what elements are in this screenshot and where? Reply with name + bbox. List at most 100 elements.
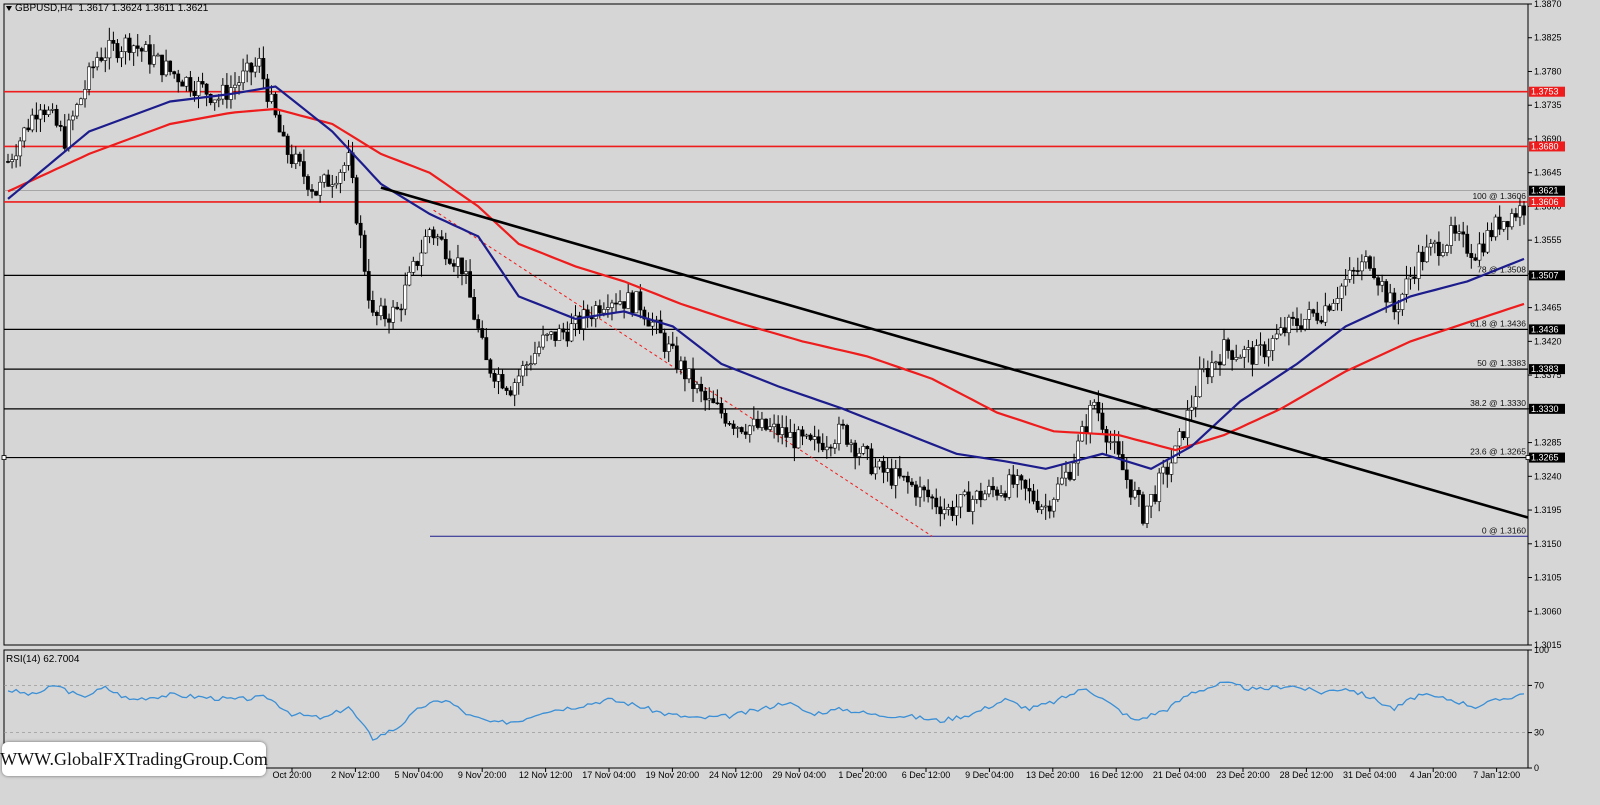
- candle-body: [314, 191, 318, 196]
- candle-body: [196, 81, 201, 96]
- candle-body: [784, 427, 789, 438]
- candle-body: [715, 402, 720, 405]
- candle-body: [1465, 233, 1470, 254]
- candle-body: [277, 114, 282, 133]
- candle-body: [79, 98, 83, 105]
- candle-body: [768, 426, 772, 430]
- candle-body: [699, 383, 704, 392]
- y-tick-label: 1.3645: [1534, 168, 1562, 178]
- candle-body: [1064, 471, 1068, 479]
- candle-body: [1473, 257, 1478, 261]
- candle-body: [683, 360, 687, 380]
- price-panel-frame: [3, 3, 1529, 646]
- candle-body: [606, 307, 610, 310]
- candle-body: [1226, 339, 1230, 351]
- candle-body: [1441, 252, 1445, 257]
- candle-body: [1384, 281, 1389, 303]
- candle-body: [1469, 253, 1474, 258]
- current-price-label: 1.3621: [1531, 186, 1559, 196]
- candle-body: [58, 125, 63, 127]
- candle-body: [1230, 350, 1235, 360]
- candle-body: [1137, 489, 1141, 495]
- price-tag-label: 1.3265: [1531, 453, 1559, 463]
- candle-body: [1031, 490, 1036, 502]
- candle-body: [216, 98, 221, 101]
- candle-body: [962, 491, 967, 496]
- candle-body: [1343, 279, 1348, 287]
- candle-body: [516, 375, 521, 383]
- candle-body: [666, 343, 671, 352]
- candle-body: [306, 176, 310, 190]
- candle-body: [87, 66, 91, 90]
- candle-body: [804, 434, 809, 437]
- candle-body: [204, 83, 209, 95]
- candle-body: [297, 153, 302, 162]
- candle-body: [1177, 431, 1182, 447]
- candle-body: [650, 321, 655, 327]
- candle-body: [1076, 440, 1081, 464]
- candle-body: [1047, 505, 1052, 512]
- candle-body: [914, 484, 918, 498]
- candle-body: [1518, 205, 1522, 218]
- candle-body: [1291, 316, 1295, 319]
- candle-body: [293, 153, 298, 164]
- candle-body: [1193, 396, 1198, 408]
- candle-body: [897, 468, 902, 477]
- ma-fast-line: [7, 85, 1525, 470]
- x-tick-label: 9 Dec 04:00: [965, 770, 1014, 780]
- candle-body: [1522, 205, 1526, 216]
- price-tag-box: [1529, 86, 1565, 97]
- watermark: WWW.GlobalFXTradingGroup.Com: [0, 742, 268, 776]
- candle-body: [200, 81, 205, 85]
- candle-body: [346, 152, 351, 166]
- candle-body: [1161, 466, 1166, 474]
- price-tag-box: [1529, 324, 1565, 335]
- x-tick-label: 6 Dec 12:00: [902, 770, 951, 780]
- candle-body: [1181, 431, 1186, 439]
- candle-body: [796, 429, 801, 449]
- candle-body: [1428, 243, 1433, 248]
- candle-body: [310, 189, 314, 192]
- candle-body: [1165, 466, 1170, 475]
- x-tick-label: 24 Nov 12:00: [709, 770, 763, 780]
- candle-body: [703, 390, 708, 401]
- candle-body: [1274, 333, 1279, 339]
- candle-body: [439, 236, 444, 240]
- candle-body: [1222, 339, 1226, 366]
- candle-body: [662, 332, 667, 352]
- candle-body: [472, 297, 477, 320]
- price-tag-label: 1.3383: [1531, 364, 1559, 374]
- rsi-header: RSI(14) 62.7004: [6, 654, 80, 665]
- trendline[interactable]: [380, 186, 1529, 519]
- candle-body: [792, 432, 797, 449]
- candle-body: [334, 182, 339, 186]
- candle-body: [1453, 225, 1457, 234]
- candle-body: [431, 229, 436, 239]
- candle-body: [841, 423, 845, 426]
- candle-body: [1359, 261, 1364, 272]
- candle-body: [62, 126, 67, 149]
- candle-body: [597, 305, 602, 314]
- candle-body: [1234, 357, 1239, 360]
- x-tick-label: 4 Jan 20:00: [1410, 770, 1457, 780]
- candle-body: [164, 60, 168, 76]
- candle-body: [820, 442, 825, 451]
- candle-body: [634, 291, 639, 314]
- y-tick-label: 1.3870: [1534, 0, 1562, 9]
- dropdown-icon[interactable]: [6, 5, 12, 11]
- candle-body: [496, 374, 501, 382]
- line-handle[interactable]: [1, 455, 7, 460]
- candle-body: [828, 446, 833, 449]
- candle-body: [946, 506, 951, 510]
- candle-body: [111, 40, 116, 44]
- candle-body: [1481, 243, 1486, 253]
- candle-body: [1088, 405, 1093, 434]
- candle-body: [1404, 278, 1409, 295]
- current-price-tag: [1529, 185, 1565, 196]
- candle-body: [1169, 462, 1174, 475]
- line-handle[interactable]: [1525, 455, 1531, 460]
- candle-body: [1100, 412, 1105, 430]
- candle-body: [1185, 409, 1190, 439]
- candle-body: [1449, 225, 1453, 246]
